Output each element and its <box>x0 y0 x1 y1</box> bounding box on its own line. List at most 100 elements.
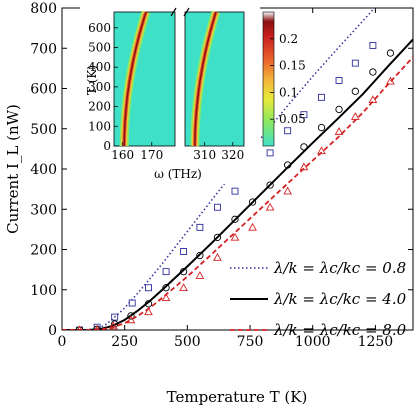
data-point <box>300 143 308 151</box>
data-point <box>283 161 292 169</box>
y-tick-label: 400 <box>30 162 57 178</box>
data-point <box>248 222 257 231</box>
inset-ticks: 160 170 310 320 0 100 200 300 400 500 600 <box>88 7 244 162</box>
data-point <box>266 149 274 157</box>
data-point <box>161 293 171 302</box>
x-tick-label: 500 <box>174 334 201 350</box>
data-point <box>265 202 275 211</box>
main-series <box>62 8 413 330</box>
y-tick-label: 300 <box>30 202 57 218</box>
colorbar-tick-label: 0.1 <box>279 85 298 99</box>
y-tick-label: 200 <box>30 243 57 259</box>
inset-y-tick-label: 400 <box>88 60 111 74</box>
inset-panel-1 <box>184 10 245 147</box>
data-point <box>126 315 136 324</box>
y-tick-label: 0 <box>48 323 57 339</box>
data-point <box>111 313 119 321</box>
inset-panels <box>113 10 245 147</box>
y-tick-label: 100 <box>30 283 57 299</box>
data-point <box>213 253 222 261</box>
data-point <box>317 146 326 155</box>
data-point <box>109 321 118 330</box>
data-point <box>369 68 377 76</box>
colorbar-tick-label: 0.15 <box>279 59 306 73</box>
ridge-core <box>194 11 217 147</box>
data-point <box>144 300 153 308</box>
data-point <box>162 268 170 276</box>
main-plot: 0 250 500 750 1000 12500100200300400500600700… <box>4 1 414 406</box>
data-point <box>334 127 344 135</box>
legend: λ/k = λc/kc = 0.8 λ/k = λc/kc = 4.0 λ/k … <box>230 259 407 339</box>
legend-label-4.0: λ/k = λc/kc = 4.0 <box>273 290 407 308</box>
legend-label-8.0: λ/k = λc/kc = 8.0 <box>273 321 407 339</box>
inset-x-tick-label: 160 <box>111 148 134 162</box>
inset-y-tick-label: 0 <box>103 139 111 153</box>
y-tick-label: 600 <box>30 82 57 98</box>
series-line <box>62 38 413 330</box>
data-point <box>179 283 188 291</box>
data-point <box>283 186 293 195</box>
inset-y-tick-label: 500 <box>88 40 111 54</box>
series-1 <box>62 38 413 330</box>
data-point <box>196 251 204 260</box>
data-point <box>196 223 204 231</box>
inset-x-tick-label: 310 <box>193 148 216 162</box>
colorbar-tick-label: 0.2 <box>279 32 298 46</box>
x-tick-label: 0 <box>58 334 67 350</box>
data-point <box>386 76 395 85</box>
data-point <box>180 248 188 255</box>
inset-y-tick-label: 100 <box>88 119 111 133</box>
colorbar-ticks: 0.05 0.1 0.15 0.2 <box>270 32 306 126</box>
data-point <box>77 325 83 330</box>
ridge-core <box>123 11 147 146</box>
inset-x-title: ω (THz) <box>154 167 202 181</box>
data-point <box>335 105 343 114</box>
data-point <box>299 162 309 171</box>
inset-x-tick-label: 320 <box>221 148 244 162</box>
data-point <box>351 59 359 67</box>
inset-y-title: T (K) <box>85 65 99 95</box>
data-point <box>144 307 153 316</box>
inset-y-tick-label: 300 <box>88 80 111 94</box>
data-point <box>128 299 136 307</box>
x-tick-label: 1250 <box>358 334 394 350</box>
data-point <box>248 198 257 206</box>
data-point <box>284 127 292 135</box>
data-point <box>230 232 240 241</box>
data-point <box>350 112 360 120</box>
data-point <box>318 93 325 101</box>
data-point <box>317 123 326 132</box>
data-point <box>368 95 378 104</box>
data-point <box>179 267 188 276</box>
y-axis-title: Current I_L (nW) <box>4 104 22 234</box>
main-ticks: 0 250 500 750 1000 12500100200300400500600700… <box>30 1 413 350</box>
axis-break-mark <box>170 7 177 17</box>
data-point <box>145 284 152 292</box>
data-point <box>386 49 395 57</box>
inset-y-tick-label: 200 <box>88 100 111 114</box>
data-point <box>266 181 274 189</box>
inset-x-tick-label: 170 <box>140 148 163 162</box>
axis-break-mark <box>183 7 190 17</box>
y-tick-label: 500 <box>30 122 57 138</box>
data-point <box>335 76 343 84</box>
inset-panel-0 <box>113 10 176 147</box>
colorbar <box>262 11 275 147</box>
x-tick-label: 250 <box>111 334 138 350</box>
colorbar-tick-label: 0.05 <box>279 112 306 126</box>
legend-label-0.8: λ/k = λc/kc = 0.8 <box>273 259 406 277</box>
x-tick-label: 1000 <box>295 334 331 350</box>
data-point <box>213 203 221 211</box>
inset-y-tick-label: 600 <box>88 21 111 35</box>
data-point <box>94 325 100 330</box>
data-point <box>231 187 239 195</box>
data-point <box>231 215 239 223</box>
data-point <box>162 284 170 292</box>
series-2 <box>62 56 413 330</box>
x-axis-title: Temperature T (K) <box>167 388 308 406</box>
data-point <box>213 233 222 242</box>
data-point <box>300 111 308 119</box>
x-tick-label: 750 <box>237 334 264 350</box>
